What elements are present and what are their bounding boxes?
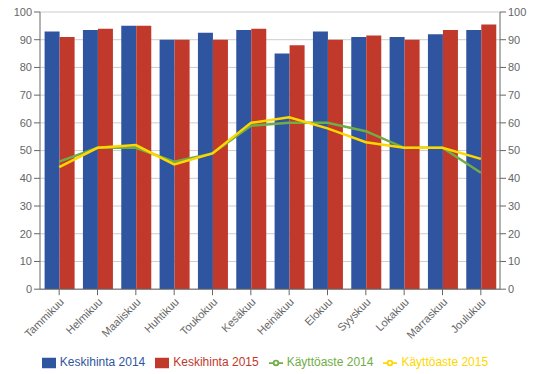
- svg-text:30: 30: [20, 200, 32, 212]
- svg-text:20: 20: [20, 228, 32, 240]
- svg-text:80: 80: [508, 61, 520, 73]
- svg-text:Marraskuu: Marraskuu: [404, 296, 449, 341]
- svg-text:50: 50: [20, 144, 32, 156]
- svg-text:20: 20: [508, 228, 520, 240]
- html-text:Keskihinta 2015: Keskihinta 2015: [173, 355, 259, 370]
- svg-text:40: 40: [20, 172, 32, 184]
- svg-text:100: 100: [14, 6, 32, 18]
- svg-text:Helmikuu: Helmikuu: [63, 295, 105, 337]
- svg-text:70: 70: [20, 89, 32, 101]
- svg-text:90: 90: [508, 34, 520, 46]
- svg-text:30: 30: [508, 200, 520, 212]
- svg-text:Heinäkuu: Heinäkuu: [255, 296, 296, 337]
- svg-text:50: 50: [508, 144, 520, 156]
- svg-text:Toukokuu: Toukokuu: [178, 296, 220, 338]
- svg-text:40: 40: [508, 172, 520, 184]
- svg-text:Joulukuu: Joulukuu: [448, 296, 488, 336]
- html-text:Käyttöaste 2015: Käyttöaste 2015: [401, 355, 489, 370]
- svg-text:60: 60: [20, 117, 32, 129]
- svg-text:0: 0: [26, 283, 32, 295]
- svg-text:0: 0: [508, 283, 514, 295]
- svg-text:80: 80: [20, 61, 32, 73]
- svg-text:Elokuu: Elokuu: [302, 296, 334, 328]
- svg-text:Tammikuu: Tammikuu: [22, 296, 66, 340]
- svg-text:Lokakuu: Lokakuu: [373, 296, 411, 334]
- svg-text:70: 70: [508, 89, 520, 101]
- svg-text:60: 60: [508, 117, 520, 129]
- svg-text:10: 10: [508, 255, 520, 267]
- svg-text:10: 10: [20, 255, 32, 267]
- svg-text:Syyskuu: Syyskuu: [335, 296, 373, 334]
- svg-text:90: 90: [20, 34, 32, 46]
- html-text:Käyttöaste 2014: Käyttöaste 2014: [286, 355, 374, 370]
- html-text:Keskihinta 2014: Keskihinta 2014: [59, 355, 146, 370]
- svg-text:100: 100: [508, 6, 526, 18]
- svg-text:Huhtikuu: Huhtikuu: [142, 296, 181, 335]
- svg-text:Maaliskuu: Maaliskuu: [99, 296, 143, 340]
- svg-text:Kesäkuu: Kesäkuu: [219, 296, 258, 335]
